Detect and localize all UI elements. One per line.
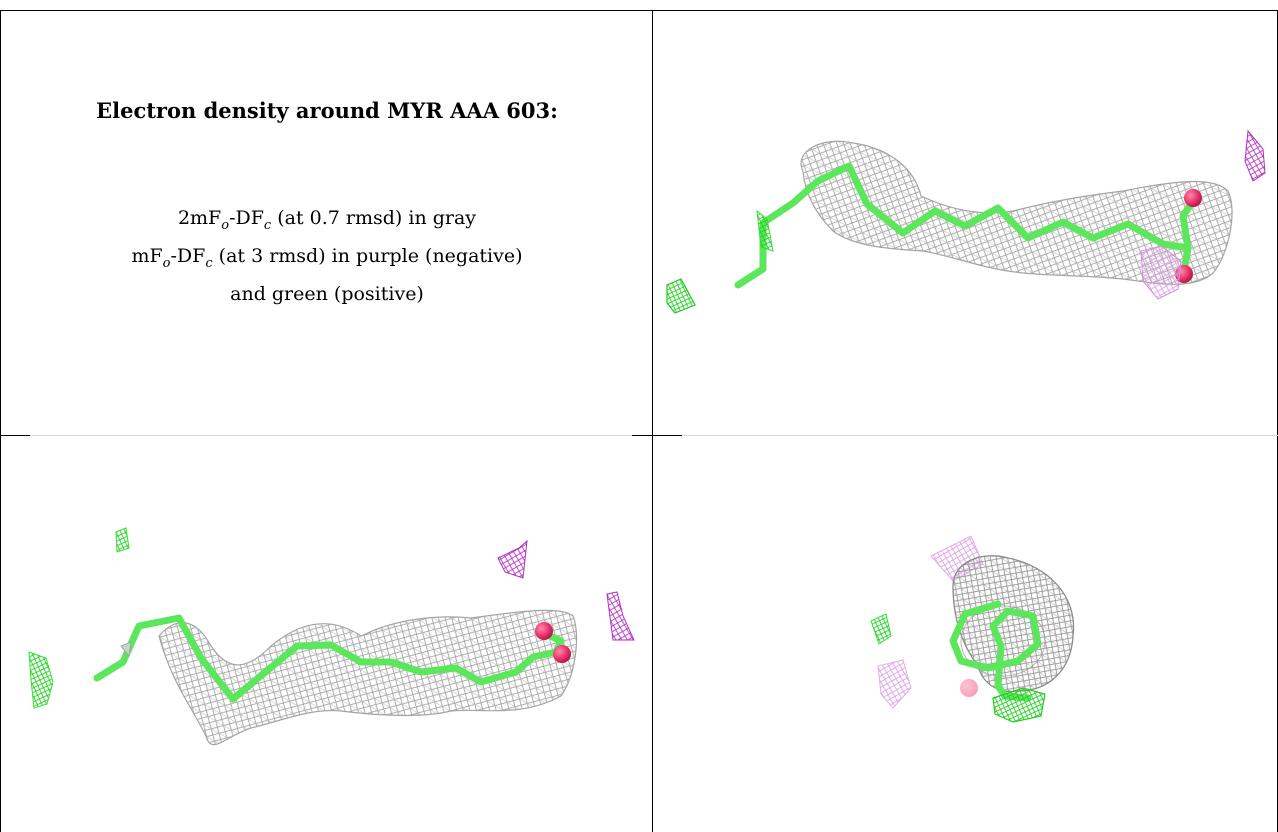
caption-body: 2mFo-DFc (at 0.7 rmsd) in gray mFo-DFc (… (1, 203, 652, 309)
table-border-top (0, 10, 1278, 11)
caption-cell: Electron density around MYR AAA 603: 2mF… (1, 11, 652, 435)
caption-line-1: 2mFo-DFc (at 0.7 rmsd) in gray (177, 207, 477, 233)
caption-title: Electron density around MYR AAA 603: (96, 98, 558, 123)
gray-density-mesh (158, 609, 578, 746)
gray-density-mesh (952, 555, 1075, 693)
caption-line-3: and green (positive) (230, 282, 424, 305)
ligand-stick (949, 600, 1042, 702)
oxygen-atom (1184, 189, 1202, 207)
caption-line-2: mFo-DFc (at 3 rmsd) in purple (negative) (131, 244, 523, 271)
table-divider-stub-mid (632, 435, 682, 436)
oxygen-atom (553, 645, 571, 663)
negative-difference-mesh (1140, 245, 1182, 300)
positive-difference-mesh (28, 651, 54, 709)
density-image-side-view (666, 129, 1266, 314)
density-view-bottom-right (653, 436, 1277, 832)
density-image-front-view (28, 527, 635, 746)
table-divider-stub-left (0, 435, 30, 436)
table-divider-vertical (652, 10, 653, 832)
ligand-stick (734, 162, 1197, 289)
density-view-bottom-left (1, 436, 652, 832)
ligand-stick (93, 614, 565, 703)
positive-difference-mesh (870, 613, 892, 645)
oxygen-atom (960, 679, 978, 697)
negative-difference-mesh (606, 591, 635, 641)
positive-difference-mesh (115, 527, 130, 553)
table-border-left (0, 10, 1, 832)
negative-difference-mesh (877, 659, 912, 709)
negative-difference-mesh (497, 539, 528, 579)
density-image-end-on-view (870, 535, 1075, 723)
negative-difference-mesh (1244, 129, 1266, 182)
gray-density-mesh (800, 140, 1233, 285)
density-view-top-right (653, 11, 1277, 435)
positive-difference-mesh (756, 209, 774, 252)
oxygen-atom (535, 622, 553, 640)
positive-difference-mesh (666, 278, 696, 314)
positive-difference-mesh (992, 687, 1046, 723)
